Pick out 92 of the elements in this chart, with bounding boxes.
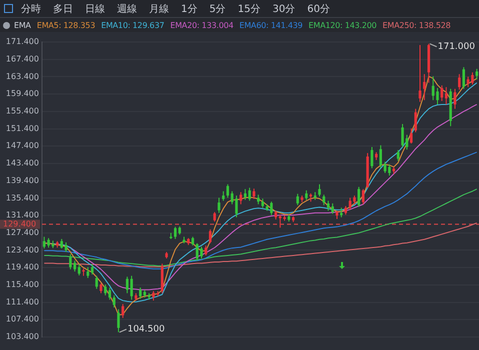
- text: EMA5: 128.353: [36, 20, 96, 30]
- candlestick: [423, 74, 426, 101]
- candlestick: [47, 238, 50, 248]
- candlestick: [331, 202, 334, 214]
- y-tick-label: 115.400: [6, 280, 39, 290]
- annotation: 104.500: [127, 324, 165, 335]
- text: 分時: [21, 2, 41, 16]
- candlestick: [257, 194, 260, 205]
- candlestick: [122, 304, 124, 318]
- y-tick-label: 147.400: [6, 141, 39, 150]
- candlestick: [362, 188, 365, 205]
- candlestick: [296, 193, 299, 206]
- candlestick: [476, 68, 478, 80]
- candlestick: [213, 212, 216, 222]
- candlestick: [95, 275, 98, 290]
- candlestick: [235, 195, 238, 218]
- candlestick: [414, 108, 417, 133]
- candlestick: [218, 197, 220, 214]
- candlestick: [358, 186, 360, 208]
- candlestick: [252, 188, 256, 200]
- ref-line-label: 129.400: [3, 219, 36, 228]
- candlestick: [305, 190, 308, 200]
- text: EMA10: 129.637: [101, 20, 164, 30]
- candlestick: [244, 188, 247, 200]
- candlestick: [418, 44, 422, 102]
- y-tick-label: 127.400: [6, 228, 39, 237]
- candlestick: [208, 228, 212, 244]
- candlestick: [261, 198, 264, 208]
- candlestick: [73, 260, 76, 272]
- candlestick: [471, 72, 474, 86]
- candlestick: [69, 254, 72, 270]
- text: 日線: [85, 2, 105, 16]
- legend-title: EMA: [14, 20, 31, 30]
- candlestick: [444, 86, 448, 105]
- text: 月線: [149, 2, 169, 16]
- candlestick: [318, 184, 321, 197]
- candlestick: [139, 287, 142, 300]
- candlestick: [458, 74, 461, 90]
- y-tick-label: 103.400: [6, 332, 39, 342]
- candlestick: [200, 246, 203, 259]
- y-tick-label: 171.400: [6, 37, 39, 46]
- candlestick: [78, 264, 80, 276]
- y-tick-label: 131.400: [6, 210, 39, 220]
- candlestick: [370, 146, 374, 169]
- y-tick-label: 151.400: [6, 124, 39, 133]
- candlestick: [396, 150, 400, 162]
- y-tick-label: 143.400: [6, 158, 39, 168]
- candlestick: [240, 192, 242, 205]
- candlestick: [90, 264, 94, 276]
- text: EMA250: 138.528: [382, 20, 451, 30]
- candlestick: [130, 275, 133, 300]
- candlestick: [126, 276, 129, 294]
- y-tick-label: 123.400: [6, 245, 39, 254]
- candlestick: [64, 242, 68, 252]
- candlestick: [100, 282, 102, 294]
- candlestick: [86, 266, 90, 278]
- text: 60分: [307, 2, 330, 16]
- candlestick: [226, 184, 230, 198]
- text: EMA120: 143.200: [308, 20, 377, 30]
- text: EMA60: 141.439: [239, 20, 303, 30]
- text: 週線: [117, 2, 137, 16]
- text: 多日: [53, 2, 73, 16]
- y-tick-label: 139.400: [6, 176, 39, 185]
- candlestick: [108, 287, 112, 300]
- text: 15分: [238, 2, 260, 16]
- candlestick: [401, 123, 404, 148]
- candlestick: [436, 87, 439, 105]
- y-tick-label: 155.400: [6, 106, 39, 116]
- y-tick-label: 159.400: [6, 89, 39, 98]
- y-tick-label: 135.400: [6, 193, 39, 202]
- candlestick: [410, 128, 413, 144]
- candlestick: [454, 88, 456, 110]
- y-tick-label: 163.400: [6, 72, 39, 81]
- y-tick-label: 119.400: [6, 262, 39, 272]
- candlestick: [117, 308, 120, 333]
- candlestick: [174, 226, 177, 240]
- candlestick: [222, 190, 225, 202]
- y-tick-label: 107.400: [6, 314, 39, 324]
- text: 5分: [209, 2, 226, 16]
- text: 1分: [181, 2, 198, 16]
- text: 30分: [272, 2, 296, 16]
- text: EMA20: 133.004: [170, 20, 234, 30]
- candlestick: [204, 244, 208, 256]
- y-tick-label: 167.400: [6, 54, 39, 64]
- y-tick-label: 111.400: [6, 297, 39, 306]
- candlestick: [322, 194, 326, 206]
- candlestick: [440, 84, 444, 102]
- annotation: 171.000: [438, 42, 476, 52]
- candlestick: [248, 187, 251, 202]
- candlestick: [104, 284, 107, 296]
- candlestick: [112, 294, 116, 308]
- candlestick: [462, 66, 466, 90]
